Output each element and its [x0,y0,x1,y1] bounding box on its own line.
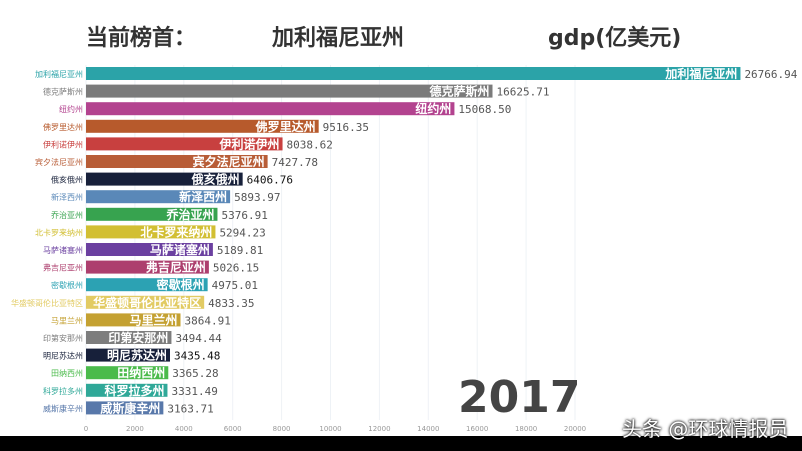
x-tick-label: 12000 [368,425,390,433]
value-label: 8038.62 [287,138,333,151]
bar-inner-label: 马里兰州 [129,312,177,327]
bar [86,383,168,397]
bar-inner-label: 密歇根州 [157,277,205,292]
y-category-label: 威斯康辛州 [43,403,83,413]
bar [86,243,213,256]
bar [86,225,216,239]
y-category-label: 宾夕法尼亚州 [35,157,83,167]
value-label: 5189.81 [217,244,263,257]
y-category-label: 科罗拉多州 [43,386,83,396]
y-category-label: 佛罗里达州 [43,122,83,132]
bar [86,331,172,344]
x-tick-label: 14000 [417,425,439,433]
watermark: 头条 @环球情报员 [622,417,789,441]
y-category-label: 印第安那州 [43,333,83,343]
y-category-label: 德克萨斯州 [43,87,83,97]
x-tick-label: 0 [84,425,88,433]
x-tick-label: 18000 [515,425,537,433]
y-category-label: 马里兰州 [51,315,83,325]
y-category-label: 加利福尼亚州 [35,69,83,79]
bar-inner-label: 加利福尼亚州 [664,66,737,81]
bar [86,102,455,116]
value-label: 9516.35 [323,121,369,134]
y-category-label: 密歇根州 [51,280,83,290]
value-label: 26766.94 [744,68,797,81]
bar [86,137,283,151]
bar [86,401,164,415]
value-label: 3864.91 [184,314,230,327]
bar-inner-label: 马萨诸塞州 [150,242,210,257]
y-category-label: 明尼苏达州 [43,351,83,361]
bar-inner-label: 明尼苏达州 [107,348,167,363]
bar-inner-label: 俄亥俄州 [191,172,240,187]
value-label: 4975.01 [212,279,258,292]
bar [86,67,741,80]
bar [86,313,181,327]
bar [86,190,231,204]
unit-label: gdp(亿美元) [548,26,682,51]
y-category-label: 北卡罗来纳州 [35,227,83,237]
bar-inner-label: 弗吉尼亚州 [146,260,206,275]
bottom-band [0,436,802,451]
x-tick-label: 16000 [466,425,488,433]
y-category-label: 伊利诺伊州 [43,139,83,149]
bar [86,278,208,292]
bar [86,119,319,133]
bar-inner-label: 威斯康辛州 [100,400,160,415]
x-tick-label: 8000 [273,425,291,433]
y-category-label: 华盛顿哥伦比亚特区 [11,298,83,308]
x-tick-label: 2000 [126,425,144,433]
value-label: 6406.76 [247,174,293,187]
value-label: 5893.97 [234,191,280,204]
bar-inner-label: 印第安那州 [108,330,168,345]
bar [86,155,268,168]
value-label: 5376.91 [221,209,267,222]
value-label: 7427.78 [272,156,318,169]
value-label: 5294.23 [219,226,265,239]
bar [86,207,218,221]
bar-inner-label: 乔治亚州 [165,207,214,222]
bar-inner-label: 新泽西州 [179,189,227,204]
leader-label: 当前榜首： [86,26,197,51]
bar [86,366,169,380]
bar-inner-label: 伊利诺伊州 [219,136,280,151]
value-label: 16625.71 [496,86,549,99]
value-label: 15068.50 [458,103,511,116]
bar-inner-label: 宾夕法尼亚州 [193,154,265,169]
y-category-label: 乔治亚州 [51,210,83,220]
bar-inner-label: 德克萨斯州 [429,84,489,99]
y-category-label: 马萨诸塞州 [43,245,83,255]
leader-name: 加利福尼亚州 [272,26,405,51]
y-category-label: 俄亥俄州 [51,175,83,185]
bar-inner-label: 华盛顿哥伦比亚特区 [93,295,201,310]
bar [86,260,209,274]
y-category-label: 弗吉尼亚州 [43,263,83,273]
bar-inner-label: 佛罗里达州 [255,119,316,134]
value-label: 4833.35 [208,297,254,310]
bar [86,84,493,98]
bar [86,172,243,186]
bar [86,348,170,362]
bar-inner-label: 科罗拉多州 [104,383,164,398]
bar-inner-label: 纽约州 [415,101,451,116]
x-tick-label: 20000 [564,425,586,433]
bar-inner-label: 北卡罗来纳州 [140,224,212,239]
x-tick-label: 10000 [319,425,341,433]
value-label: 3163.71 [167,402,213,415]
year-label: 2017 [458,372,581,423]
value-label: 5026.15 [213,262,259,275]
bar-inner-label: 田纳西州 [117,365,165,380]
value-label: 3365.28 [172,367,218,380]
y-category-label: 纽约州 [59,104,83,114]
x-tick-label: 4000 [175,425,193,433]
y-category-label: 新泽西州 [51,192,83,202]
value-label: 3494.44 [175,332,222,345]
bar [86,295,205,309]
x-tick-label: 6000 [224,425,242,433]
value-label: 3435.48 [174,350,220,363]
y-category-label: 田纳西州 [51,368,83,378]
value-label: 3331.49 [171,385,217,398]
